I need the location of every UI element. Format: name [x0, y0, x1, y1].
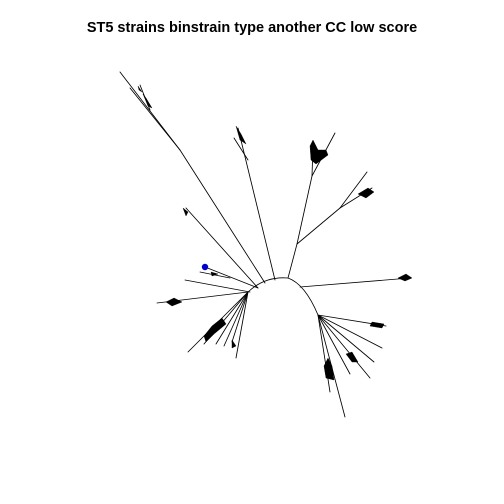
clade-lower-right — [317, 314, 387, 418]
clade-upper-center — [309, 132, 336, 177]
clade-right-upper — [339, 171, 375, 209]
clade-upper-left — [119, 71, 266, 284]
clade-left — [156, 207, 259, 307]
tree-backbone — [247, 175, 411, 316]
plot-title: ST5 strains binstrain type another CC lo… — [86, 20, 418, 36]
highlighted-strain — [201, 263, 209, 271]
highlighted-tip-marker — [201, 263, 209, 271]
clade-upper-center-left — [233, 125, 276, 281]
clade-lower-left — [187, 291, 249, 359]
clade-right-horizontal — [397, 273, 413, 282]
